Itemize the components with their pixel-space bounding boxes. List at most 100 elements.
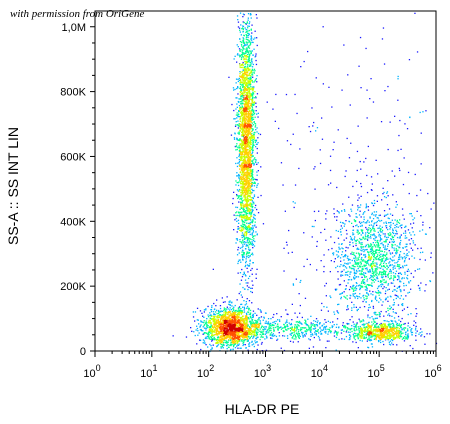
event-point [247,136,249,138]
event-point [251,188,253,190]
event-point [240,128,242,130]
event-point [410,213,412,215]
event-point [366,289,368,292]
event-point [250,35,252,37]
event-point [197,334,199,336]
event-point [243,57,245,59]
event-point [243,323,245,325]
event-point [240,186,242,189]
event-point [251,147,254,149]
event-point [239,50,242,52]
event-point [372,318,374,320]
event-point [226,306,228,308]
event-point [208,333,210,336]
event-point [250,136,253,138]
event-point [250,162,252,164]
event-point [245,347,247,349]
event-point [224,321,226,324]
event-point [366,284,368,286]
event-point [246,317,248,319]
event-point [247,87,249,89]
event-point [260,310,262,312]
event-point [233,342,236,344]
event-point [246,141,248,143]
event-point [205,308,207,310]
event-point [364,283,366,285]
event-point [233,314,235,317]
event-point [249,120,251,122]
event-point [230,348,232,351]
event-point [243,38,245,40]
event-point [239,54,241,56]
event-point [247,277,250,280]
event-point [223,313,225,315]
event-point [358,285,360,287]
event-point [252,112,255,114]
event-point [259,333,261,336]
event-point [249,172,251,174]
event-point [234,342,236,344]
event-point [362,259,364,261]
event-point [252,102,254,104]
event-point [234,343,236,345]
event-point [237,182,239,184]
event-point [247,328,249,330]
event-point [343,295,345,298]
event-point [361,286,363,288]
event-point [237,249,239,251]
event-point [237,214,239,217]
event-point [231,310,234,313]
event-point [246,108,248,111]
event-point [233,332,236,334]
event-point [233,118,235,120]
event-point [241,152,243,154]
event-point [242,72,244,75]
event-point [226,331,228,333]
event-point [234,324,236,327]
event-point [248,167,250,170]
event-point [242,86,244,89]
event-point [245,161,247,163]
event-point [375,311,377,314]
event-point [351,251,353,253]
event-point [385,225,387,227]
event-point [243,135,245,137]
event-point [246,240,248,242]
event-point [386,268,388,270]
event-point [336,254,338,256]
event-point [238,321,240,323]
event-point [256,314,258,316]
event-point [367,243,369,246]
event-point [203,342,206,344]
event-point [338,284,341,286]
event-point [209,312,211,314]
event-point [248,69,250,71]
event-point [243,157,245,159]
event-point [250,191,252,193]
event-point [243,252,245,254]
event-point [221,316,223,318]
event-point [229,331,231,333]
event-point [245,333,247,335]
event-point [245,111,248,113]
event-point [243,188,245,190]
event-point [249,80,252,82]
event-point [370,230,372,232]
event-point [351,301,353,303]
event-point [216,329,219,331]
event-point [242,184,244,186]
event-point [249,76,251,79]
event-point [246,136,248,138]
event-point [248,125,250,127]
event-point [247,189,249,191]
event-point [218,323,220,325]
event-point [357,276,360,278]
event-point [239,94,241,96]
event-point [376,292,378,294]
event-point [252,141,254,143]
event-point [246,267,248,269]
event-point [253,102,256,104]
event-point [237,332,239,335]
event-point [332,252,334,254]
event-point [245,315,247,317]
